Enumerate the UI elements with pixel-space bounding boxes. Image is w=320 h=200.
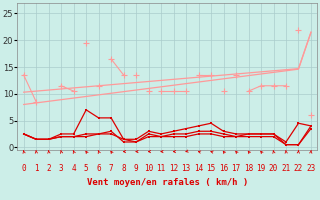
X-axis label: Vent moyen/en rafales ( km/h ): Vent moyen/en rafales ( km/h )	[87, 178, 248, 187]
